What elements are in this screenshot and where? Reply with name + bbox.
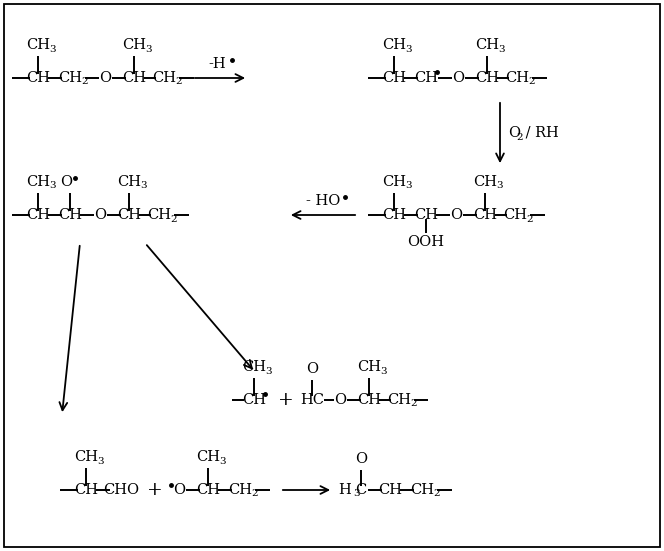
- Text: HC: HC: [300, 393, 324, 407]
- Text: CH: CH: [196, 450, 220, 464]
- Text: 2: 2: [81, 78, 88, 87]
- Text: CH: CH: [505, 71, 529, 85]
- Text: 3: 3: [353, 489, 360, 499]
- Text: CH: CH: [26, 175, 50, 189]
- Text: CH: CH: [382, 38, 406, 52]
- Text: CH: CH: [26, 71, 50, 85]
- Text: -H: -H: [208, 57, 226, 71]
- Text: OOH: OOH: [408, 235, 444, 249]
- Text: O: O: [99, 71, 111, 85]
- Text: 2: 2: [528, 78, 535, 87]
- Text: CH: CH: [242, 393, 266, 407]
- Text: CH: CH: [152, 71, 176, 85]
- Text: CH: CH: [382, 208, 406, 222]
- Text: CH: CH: [26, 38, 50, 52]
- Text: 2: 2: [516, 132, 523, 142]
- Text: CH: CH: [74, 483, 98, 497]
- Text: CH: CH: [475, 71, 499, 85]
- Text: CH: CH: [382, 175, 406, 189]
- Text: CH: CH: [58, 71, 82, 85]
- Text: CH: CH: [196, 483, 220, 497]
- Text: CH: CH: [26, 208, 50, 222]
- Text: O: O: [60, 175, 72, 189]
- Text: CH: CH: [357, 360, 381, 374]
- Text: 2: 2: [433, 489, 440, 499]
- Text: CH: CH: [242, 360, 266, 374]
- Text: CH: CH: [382, 71, 406, 85]
- Text: O: O: [306, 362, 318, 376]
- Text: / RH: / RH: [521, 126, 558, 140]
- Text: CH: CH: [117, 175, 141, 189]
- Text: CH: CH: [74, 450, 98, 464]
- Text: +: +: [147, 481, 163, 499]
- Text: O: O: [94, 208, 106, 222]
- Text: 3: 3: [498, 45, 505, 53]
- Text: 3: 3: [380, 366, 386, 375]
- Text: CH: CH: [503, 208, 527, 222]
- Text: O: O: [452, 71, 464, 85]
- Text: 3: 3: [265, 366, 272, 375]
- Text: 3: 3: [145, 45, 151, 53]
- Text: CH: CH: [147, 208, 171, 222]
- Text: 3: 3: [97, 456, 104, 466]
- Text: O: O: [508, 126, 520, 140]
- Text: CH: CH: [357, 393, 381, 407]
- Text: O: O: [334, 393, 346, 407]
- Text: +: +: [278, 391, 294, 409]
- Text: CH: CH: [475, 38, 499, 52]
- Text: 3: 3: [405, 45, 412, 53]
- Text: CH: CH: [228, 483, 252, 497]
- Text: CH: CH: [378, 483, 402, 497]
- Text: O: O: [355, 452, 367, 466]
- Text: 2: 2: [251, 489, 258, 499]
- Text: CH: CH: [414, 208, 438, 222]
- Text: CH: CH: [122, 71, 146, 85]
- Text: 2: 2: [410, 399, 416, 408]
- Text: 3: 3: [496, 181, 503, 191]
- Text: CH: CH: [122, 38, 146, 52]
- Text: CH: CH: [473, 175, 497, 189]
- Text: O: O: [450, 208, 462, 222]
- Text: 3: 3: [49, 181, 56, 191]
- Text: - HO: - HO: [306, 194, 340, 208]
- Text: 2: 2: [526, 214, 533, 224]
- Text: CH: CH: [414, 71, 438, 85]
- Text: 3: 3: [219, 456, 226, 466]
- Text: CH: CH: [473, 208, 497, 222]
- Text: CHO: CHO: [103, 483, 139, 497]
- Text: CH: CH: [117, 208, 141, 222]
- Text: CH: CH: [410, 483, 434, 497]
- Text: O: O: [173, 483, 185, 497]
- Text: 3: 3: [49, 45, 56, 53]
- Text: 2: 2: [170, 214, 177, 224]
- Text: 3: 3: [405, 181, 412, 191]
- Text: CH: CH: [58, 208, 82, 222]
- Text: CH: CH: [387, 393, 411, 407]
- Text: 3: 3: [140, 181, 147, 191]
- Text: 2: 2: [175, 78, 182, 87]
- Text: C: C: [355, 483, 367, 497]
- Text: H: H: [339, 483, 351, 497]
